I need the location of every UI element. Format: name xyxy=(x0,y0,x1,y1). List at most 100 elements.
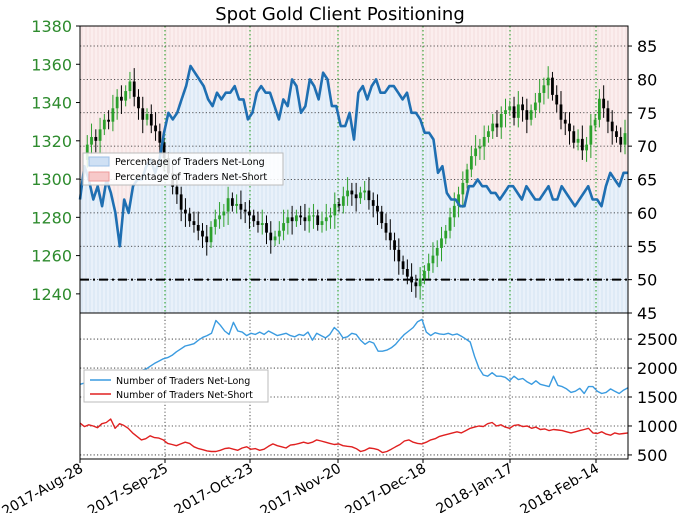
candle-body xyxy=(529,110,533,120)
candle-body xyxy=(316,215,320,225)
candle-body xyxy=(230,198,234,206)
candle-body xyxy=(277,230,281,237)
pct-tick-label: 85 xyxy=(637,37,657,56)
candle-body xyxy=(393,240,396,250)
candle-body xyxy=(401,261,405,269)
candle-body xyxy=(388,232,392,241)
bottom-panel: 500 1000 1500 2000 2500 Number of Traders Net… xyxy=(0,312,678,517)
candle-body xyxy=(98,129,102,141)
x-tick-label: 2017-Aug-28 xyxy=(0,461,86,513)
candle-body xyxy=(196,224,200,231)
candle-body xyxy=(213,219,217,227)
candle-body xyxy=(440,238,443,248)
candle-body xyxy=(111,108,115,122)
candle-body xyxy=(405,268,409,277)
candle-body xyxy=(431,255,435,264)
candle-body xyxy=(418,278,422,287)
candle-body xyxy=(354,194,358,199)
candle-body xyxy=(580,138,584,151)
x-tick-label: 2018-Feb-14 xyxy=(517,461,602,513)
candle-body xyxy=(282,223,285,231)
legend-swatch-short xyxy=(88,171,110,182)
price-tick-label: 1320 xyxy=(31,132,72,151)
price-tick-label: 1240 xyxy=(31,285,72,304)
legend-swatch-long xyxy=(88,156,110,167)
candle-body xyxy=(290,217,294,222)
candle-body xyxy=(137,96,140,109)
candle-body xyxy=(154,125,157,132)
candle-body xyxy=(312,215,315,217)
candle-body xyxy=(90,136,93,145)
candle-body xyxy=(568,123,571,132)
candle-body xyxy=(337,203,341,206)
candle-body xyxy=(350,190,354,195)
candle-body xyxy=(209,226,213,243)
candle-body xyxy=(538,92,542,103)
net-long-pct-line xyxy=(78,64,628,248)
legend-box xyxy=(82,152,284,186)
candle-body xyxy=(435,247,439,256)
candle-body xyxy=(478,146,482,149)
candle-body xyxy=(380,211,384,224)
candle-body xyxy=(589,125,593,145)
candle-body xyxy=(299,215,303,218)
legend-label-short: Percentage of Traders Net-Short xyxy=(115,172,267,183)
candle-body xyxy=(333,203,337,216)
price-tick-label: 1300 xyxy=(31,170,72,189)
candle-body xyxy=(469,156,473,170)
x-tick-label: 2017-Sep-25 xyxy=(85,461,171,513)
candle-body xyxy=(320,221,324,225)
candle-body xyxy=(239,203,243,210)
candle-body xyxy=(615,131,618,137)
pct-tick-label: 70 xyxy=(637,137,657,156)
candle-body xyxy=(243,209,247,212)
candle-body xyxy=(341,196,345,206)
candle-body xyxy=(162,142,166,159)
candle-body xyxy=(384,223,388,233)
candle-body xyxy=(457,194,460,206)
candle-body xyxy=(324,217,328,222)
candle-body xyxy=(512,106,516,118)
candle-body xyxy=(363,190,367,193)
candle-body xyxy=(248,211,251,216)
candle-body xyxy=(465,169,469,183)
candle-body xyxy=(367,190,371,201)
candle-body xyxy=(551,77,554,95)
candle-body xyxy=(597,98,601,120)
count-tick-label: 2000 xyxy=(637,359,678,378)
candle-body xyxy=(226,198,230,212)
candle-body xyxy=(452,205,456,218)
candle-body xyxy=(102,119,106,130)
pct-tick-label: 50 xyxy=(637,271,657,290)
candle-body xyxy=(397,249,401,262)
candle-body xyxy=(371,200,375,206)
candle-body xyxy=(256,221,260,225)
price-tick-label: 1260 xyxy=(31,247,72,266)
price-tick-label: 1280 xyxy=(31,208,72,227)
candle-body xyxy=(606,108,610,122)
candle-body xyxy=(508,106,512,111)
candle-body xyxy=(120,96,123,101)
candle-body xyxy=(448,217,452,231)
net-long-count-line xyxy=(79,318,629,395)
candle-body xyxy=(132,81,136,97)
price-tick-label: 1360 xyxy=(31,55,72,74)
candle-body xyxy=(269,232,273,241)
count-tick-label: 1000 xyxy=(637,417,678,436)
candle-body xyxy=(563,119,567,124)
candle-body xyxy=(585,144,588,151)
candle-body xyxy=(376,205,379,212)
candle-body xyxy=(158,131,162,143)
candle-body xyxy=(525,110,529,120)
candle-body xyxy=(205,236,209,243)
candle-body xyxy=(192,221,196,225)
legend-label-long-count: Number of Traders Net-Long xyxy=(116,376,250,387)
candle-body xyxy=(495,123,499,128)
candle-body xyxy=(175,186,179,195)
candle-body xyxy=(499,114,503,128)
candle-body xyxy=(179,194,183,210)
candle-body xyxy=(141,108,145,120)
candle-body xyxy=(346,190,349,197)
candle-body xyxy=(576,138,580,143)
